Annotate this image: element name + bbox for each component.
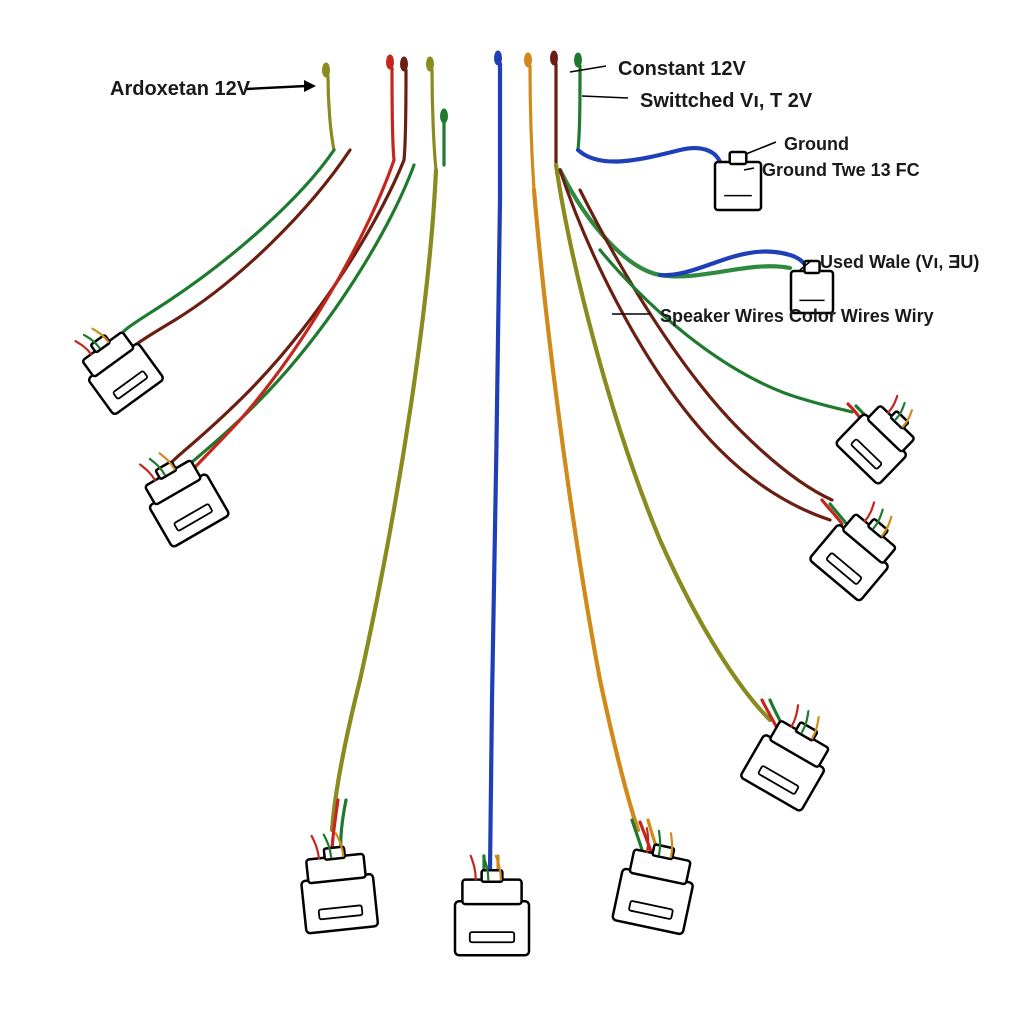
pin-terminal (441, 109, 448, 123)
diagram-svg (0, 0, 1024, 1024)
pin-terminal (427, 57, 434, 71)
pin-terminal (323, 63, 330, 77)
label: Swittched Vı, T 2V (640, 90, 812, 113)
label: Ground Twe 13 FC (762, 160, 920, 181)
label: Speaker Wires Color Wires Wiry (660, 306, 934, 327)
pin-terminal (495, 51, 502, 65)
pin-terminal (575, 53, 582, 67)
wiring-diagram: Ardoxetan 12V Constant 12V Swittched Vı, T… (0, 0, 1024, 1024)
label: Ground (784, 134, 849, 155)
pin-terminal (387, 55, 394, 69)
pin-terminal (525, 53, 532, 67)
pin-terminal (551, 51, 558, 65)
pin-terminal (401, 57, 408, 71)
label: Ardoxetan 12V (110, 78, 250, 101)
label: Constant 12V (618, 58, 746, 81)
label: Used Wale (Vı, ƎU) (820, 252, 979, 273)
